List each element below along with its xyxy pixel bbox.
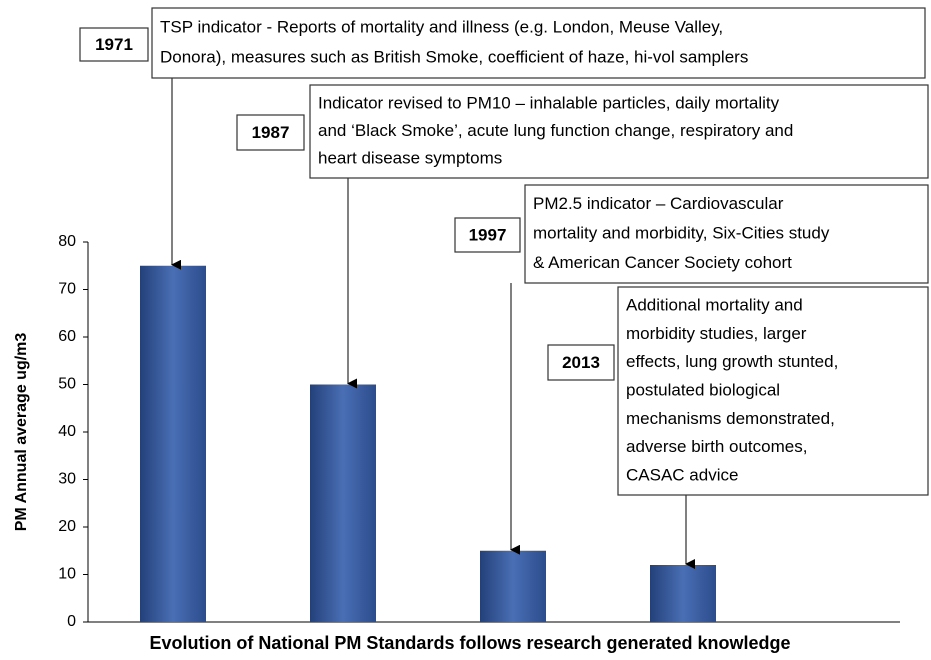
annotation-text: postulated biological (626, 380, 780, 399)
y-tick-label: 30 (58, 471, 76, 488)
annotation-text: mortality and morbidity, Six-Cities stud… (533, 223, 830, 242)
year-label: 1971 (95, 35, 133, 54)
y-tick-label: 80 (58, 233, 76, 250)
y-tick-label: 70 (58, 281, 76, 298)
annotation-text: morbidity studies, larger (626, 324, 807, 343)
annotation-text: TSP indicator - Reports of mortality and… (160, 17, 723, 36)
bar (650, 565, 716, 622)
y-tick-label: 20 (58, 518, 76, 535)
annotation-text: and ‘Black Smoke’, acute lung function c… (318, 121, 793, 140)
annotation-box (617, 286, 929, 496)
y-axis-label: PM Annual average ug/m3 (13, 333, 30, 532)
y-tick-label: 50 (58, 376, 76, 393)
year-label: 2013 (562, 353, 600, 372)
annotation-box (524, 184, 929, 284)
year-label: 1987 (252, 123, 290, 142)
annotation-text: Additional mortality and (626, 296, 803, 315)
annotation-text: & American Cancer Society cohort (533, 253, 792, 272)
annotation-text: adverse birth outcomes, (626, 437, 807, 456)
bar (140, 265, 206, 622)
year-box (236, 114, 305, 151)
annotation-text: PM2.5 indicator – Cardiovascular (533, 194, 784, 213)
annotation-text: mechanisms demonstrated, (626, 409, 835, 428)
y-tick-label: 10 (58, 566, 76, 583)
year-label: 1997 (469, 225, 507, 244)
annotation-text: effects, lung growth stunted, (626, 352, 838, 371)
annotation-box (309, 84, 929, 179)
bar (310, 384, 376, 622)
bar (480, 550, 546, 622)
y-tick-label: 40 (58, 423, 76, 440)
year-box (79, 27, 149, 62)
annotation-text: heart disease symptoms (318, 149, 502, 168)
annotation-box (151, 7, 926, 79)
annotation-text: CASAC advice (626, 465, 738, 484)
year-box (547, 344, 615, 381)
y-tick-label: 0 (67, 613, 76, 630)
x-axis-label: Evolution of National PM Standards follo… (149, 633, 790, 653)
y-tick-label: 60 (58, 328, 76, 345)
year-box (454, 217, 521, 253)
annotation-text: Indicator revised to PM10 – inhalable pa… (318, 93, 780, 112)
annotation-text: Donora), measures such as British Smoke,… (160, 47, 748, 66)
